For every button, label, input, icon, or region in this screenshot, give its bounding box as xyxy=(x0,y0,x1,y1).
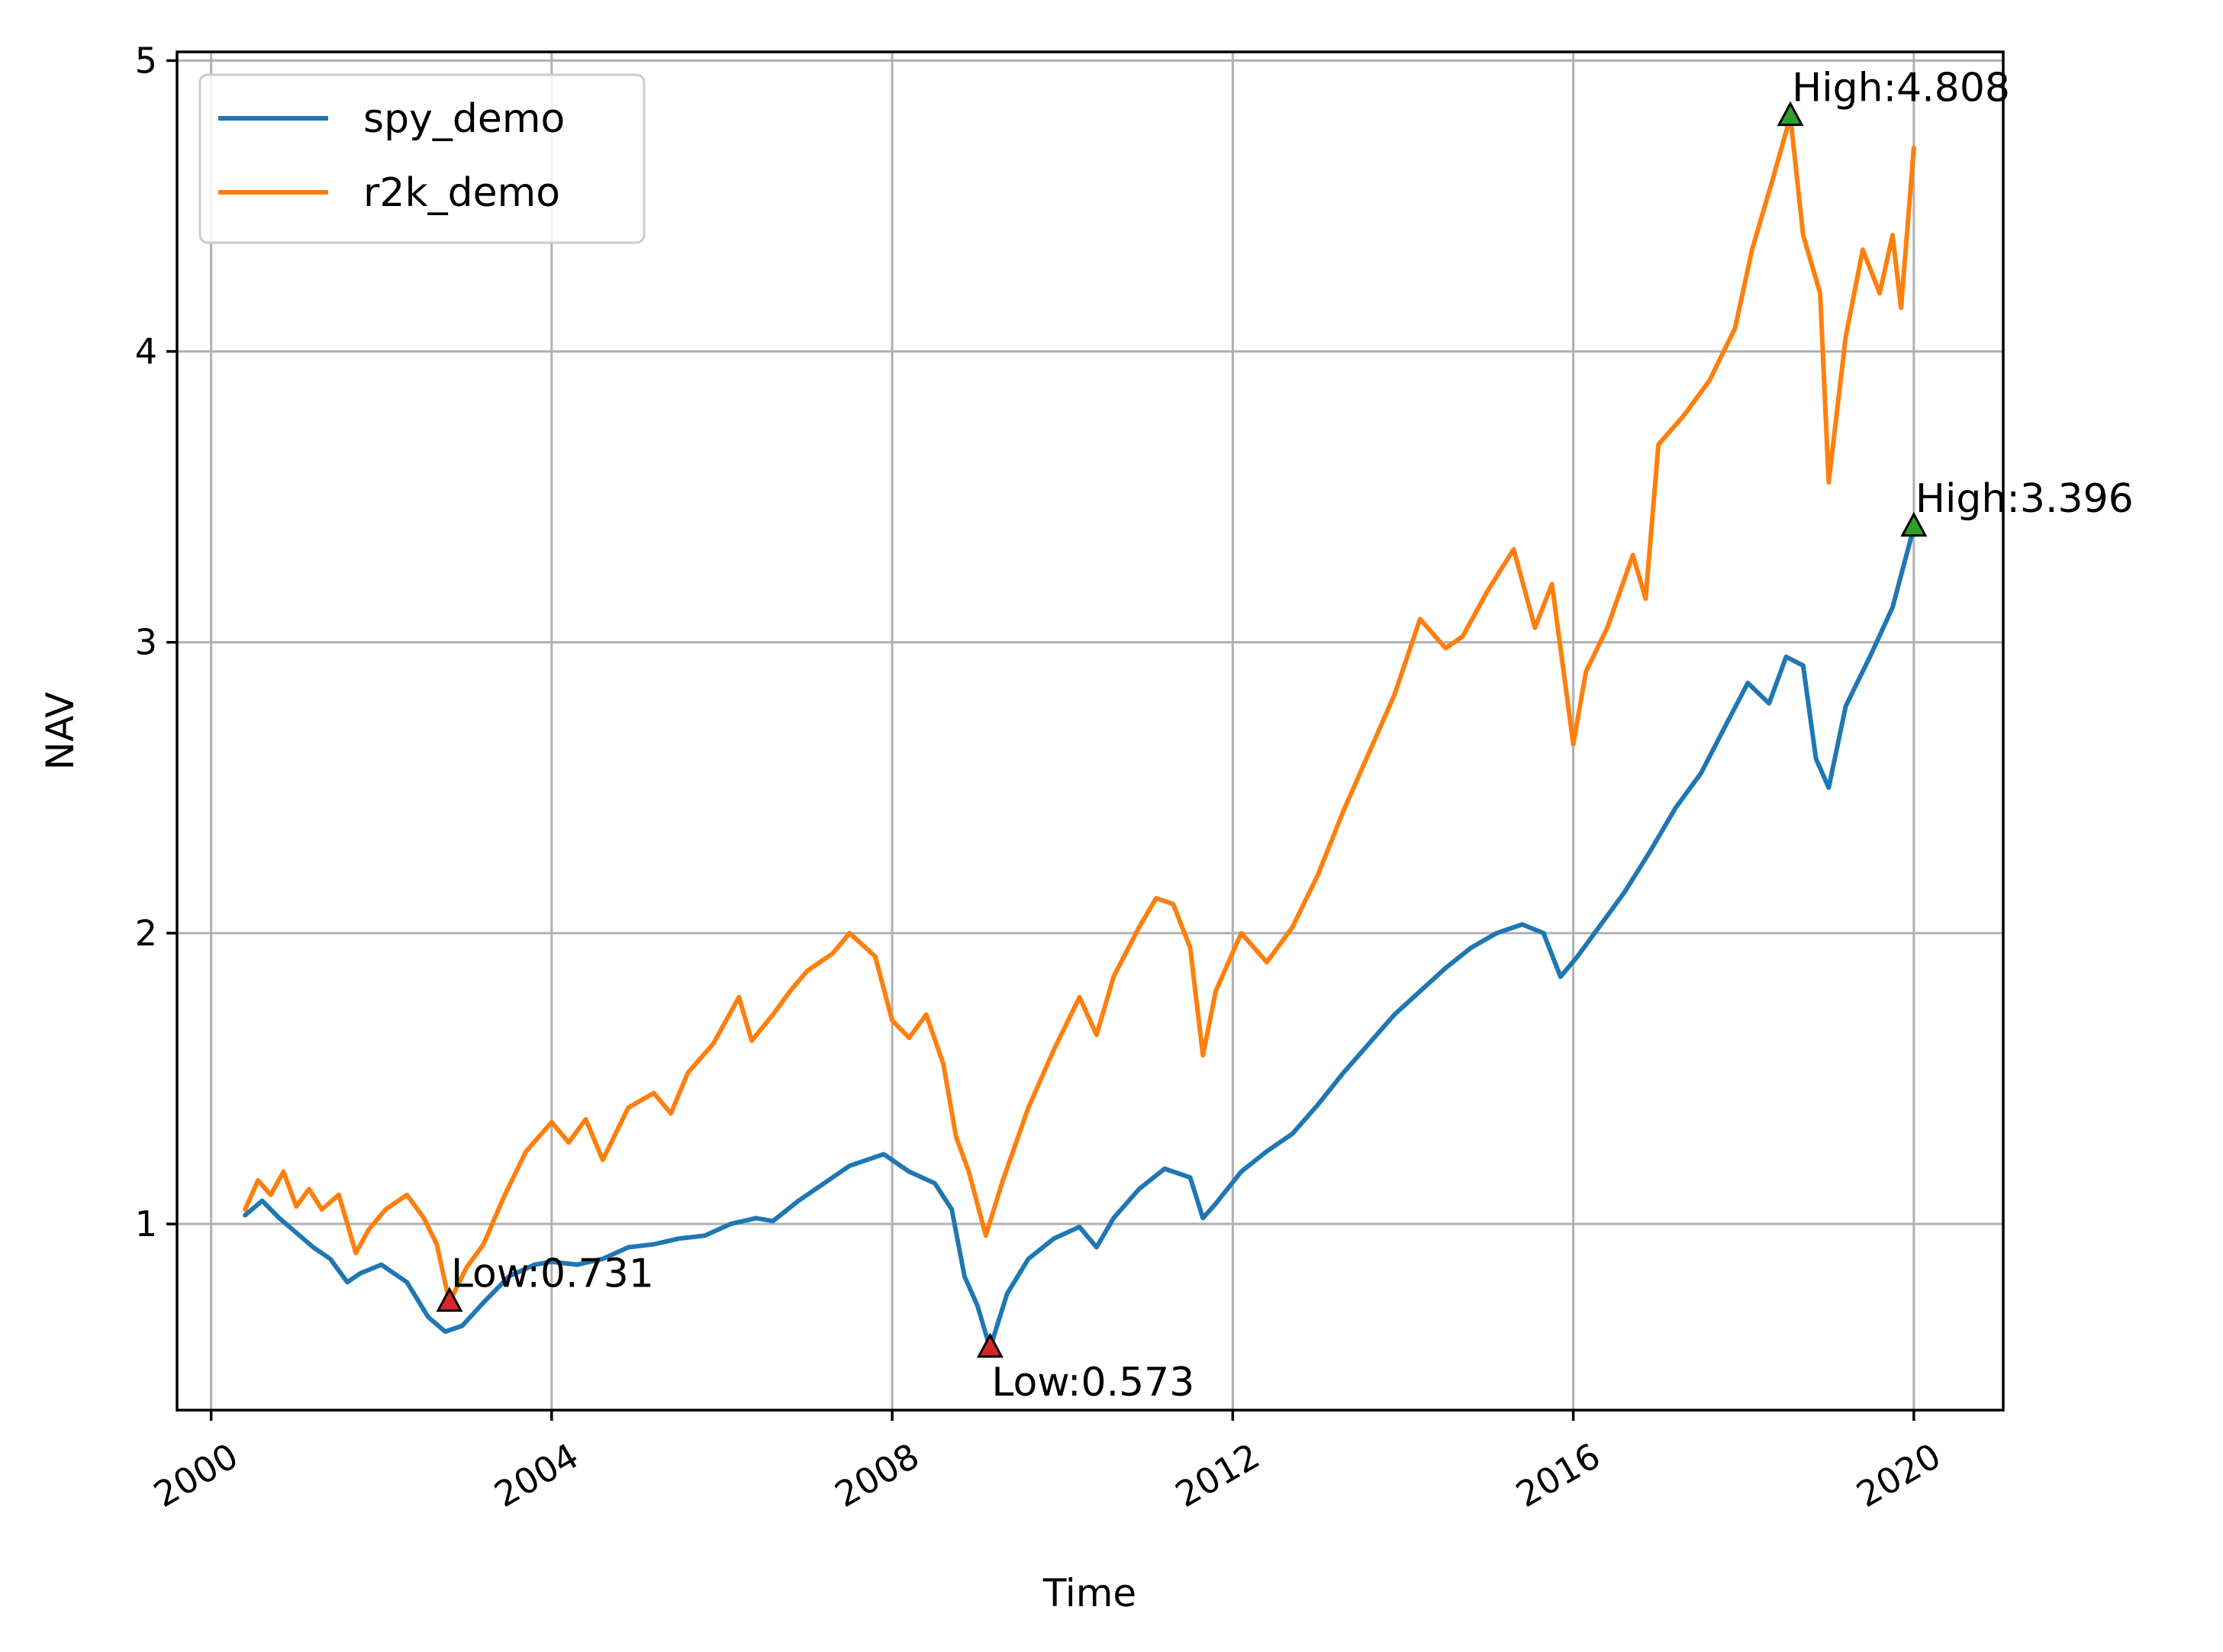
y-tick-label-3: 3 xyxy=(135,622,157,663)
y-tick-label-1: 1 xyxy=(135,1203,157,1245)
series-line-r2k-demo xyxy=(243,114,1916,1305)
legend-label-r2k-demo: r2k_demo xyxy=(363,170,560,216)
y-tick-label-2: 2 xyxy=(135,913,157,954)
annotation-high-3-396: High:3.396 xyxy=(1915,476,2134,522)
marker-low-0-573 xyxy=(976,1332,1004,1358)
marker-high-4-808 xyxy=(1777,101,1804,127)
marker-high-3-396 xyxy=(1900,511,1928,537)
grid xyxy=(177,52,2003,1410)
plot-area xyxy=(177,52,2003,1410)
y-tick-label-4: 4 xyxy=(135,331,157,372)
annotation-layer: Low:0.573 High:3.396 Low:0.731 High:4.808 xyxy=(436,66,2134,1406)
legend-label-spy-demo: spy_demo xyxy=(363,96,565,142)
annotation-low-0-573: Low:0.573 xyxy=(991,1360,1194,1406)
series-line-spy-demo xyxy=(243,524,1916,1351)
y-axis-label: NAV xyxy=(38,692,82,771)
y-axis: 1 2 3 4 5 xyxy=(135,40,177,1245)
x-axis-label: Time xyxy=(1042,1571,1136,1615)
marker-low-0-731 xyxy=(436,1286,463,1312)
y-tick-label-5: 5 xyxy=(135,40,157,81)
legend: spy_demo r2k_demo xyxy=(198,73,646,244)
series-layer xyxy=(243,114,1916,1351)
annotation-high-4-808: High:4.808 xyxy=(1792,66,2010,111)
plot-frame xyxy=(176,50,2005,1412)
annotation-low-0-731: Low:0.731 xyxy=(451,1251,654,1297)
